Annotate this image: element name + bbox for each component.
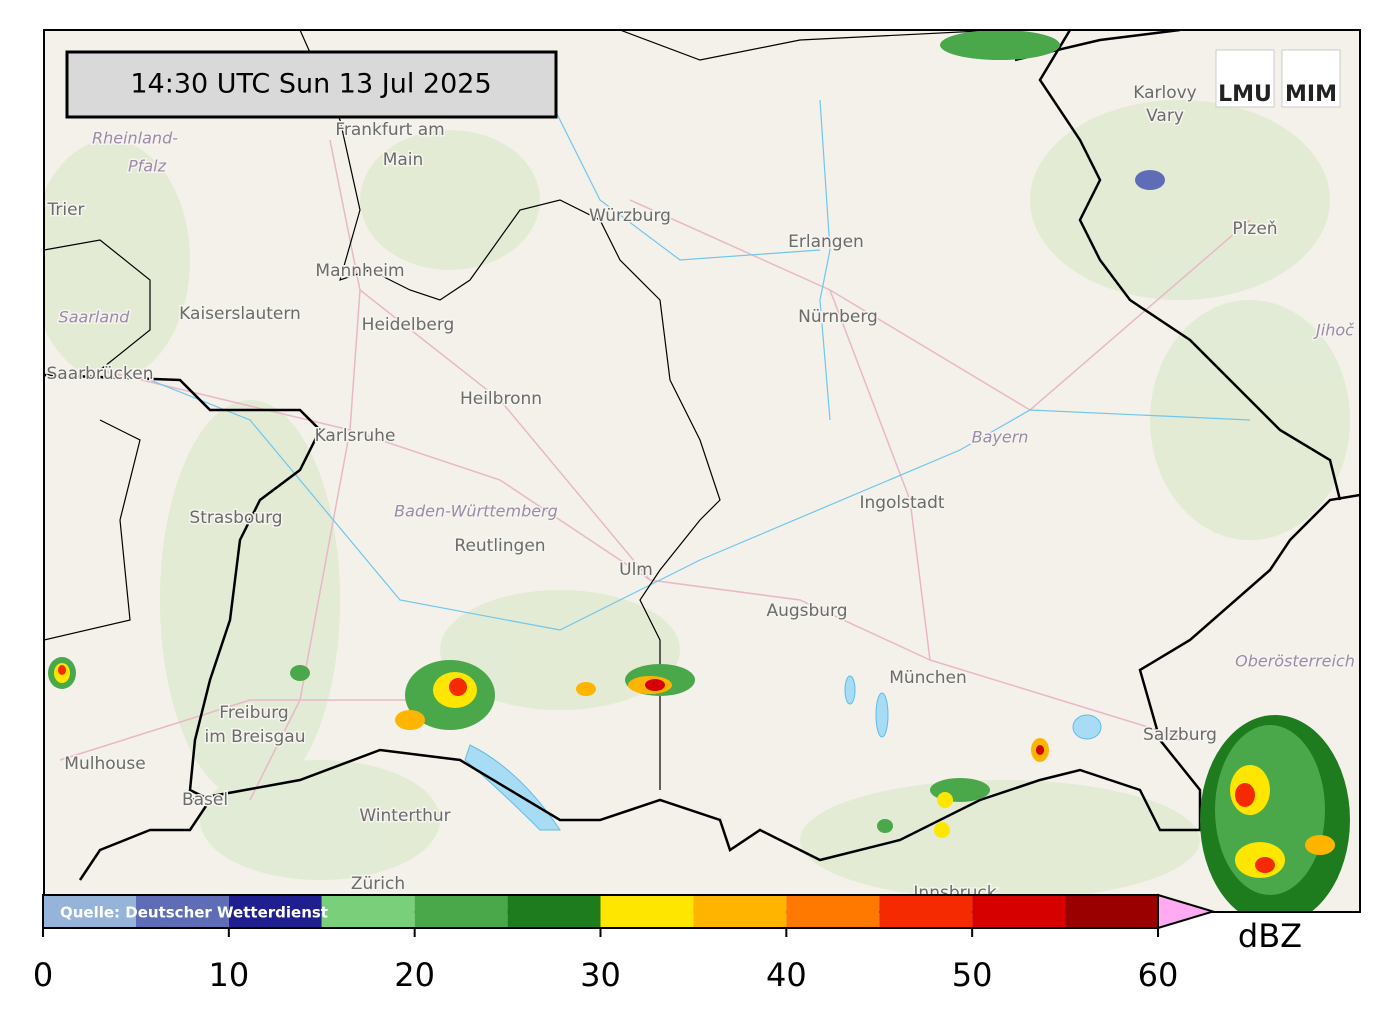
tick-label: 60 xyxy=(1138,956,1179,994)
colorbar-segment xyxy=(43,895,136,928)
radar-echoes xyxy=(48,30,1350,912)
colorbar-label: dBZ xyxy=(1238,917,1302,955)
rivers xyxy=(149,79,1251,631)
tick-label: 40 xyxy=(766,956,807,994)
place-label: Würzburg xyxy=(589,206,671,226)
echo-cell xyxy=(625,664,695,696)
place-label: Bayern xyxy=(972,428,1029,447)
colorbar-segment xyxy=(693,895,787,928)
place-label: Mannheim xyxy=(315,261,404,281)
colorbar-segment xyxy=(507,895,601,928)
logo-box xyxy=(1281,49,1341,108)
place-label: Basel xyxy=(182,790,228,810)
place-label: Zürich xyxy=(351,874,405,894)
place-label: Kaiserslautern xyxy=(179,304,301,324)
colorbar-segment xyxy=(879,895,973,928)
echo-cell xyxy=(1200,715,1350,912)
place-label: im Breisgau xyxy=(205,727,306,747)
place-label: Rheinland- xyxy=(92,129,178,148)
place-label: Baden-Württemberg xyxy=(394,502,558,521)
colorbar-segment xyxy=(972,895,1066,928)
place-label: Ingolstadt xyxy=(859,493,944,513)
roads xyxy=(59,139,1251,801)
tick-label: 50 xyxy=(952,956,993,994)
place-label: Augsburg xyxy=(766,601,847,621)
place-label: Jihoč xyxy=(1313,321,1355,340)
colorbar-segment xyxy=(414,895,508,928)
echo-cell xyxy=(877,819,893,833)
place-label: Heidelberg xyxy=(362,315,455,335)
echo-cell xyxy=(940,30,1060,60)
place-label: Mulhouse xyxy=(64,754,145,774)
place-label: Erlangen xyxy=(788,232,864,252)
tick-label: 10 xyxy=(208,956,249,994)
colorbar-segment xyxy=(321,895,415,928)
place-label: Pfalz xyxy=(128,157,167,176)
echo-cell xyxy=(48,657,76,689)
place-label: Reutlingen xyxy=(454,536,545,556)
place-label: Salzburg xyxy=(1143,725,1217,745)
place-label: Freiburg xyxy=(219,703,288,723)
logo: MIM xyxy=(1285,82,1337,107)
colorbar: 0 10 20 30 40 50 60 xyxy=(33,893,1217,994)
place-label: Vary xyxy=(1146,106,1184,126)
colorbar-segment xyxy=(600,895,694,928)
tick-label: 30 xyxy=(580,956,621,994)
place-label: Heilbronn xyxy=(460,389,542,409)
source-credit: Quelle: Deutscher Wetterdienst xyxy=(60,904,328,922)
timestamp: 14:30 UTC Sun 13 Jul 2025 xyxy=(130,69,491,100)
echo-cell xyxy=(576,682,596,696)
place-label: Karlsruhe xyxy=(315,426,396,446)
place-labels: Frankfurt am Main Rheinland- Pfalz Trier Mann… xyxy=(45,82,1357,905)
colorbar-segment xyxy=(786,895,880,928)
place-label: Ulm xyxy=(619,560,653,580)
place-label: München xyxy=(889,668,967,688)
colorbar-segment xyxy=(228,895,322,928)
echo-cell xyxy=(930,778,990,838)
echo-cell xyxy=(1031,738,1049,762)
echo-cell xyxy=(1135,170,1165,190)
place-label: Trier xyxy=(46,200,84,220)
map: Frankfurt am Main Rheinland- Pfalz Trier Mann… xyxy=(44,30,1360,912)
place-label: Saarland xyxy=(59,308,131,327)
lakes xyxy=(464,675,1102,831)
logo: LMU xyxy=(1218,82,1272,107)
place-label: Main xyxy=(383,150,424,170)
place-label: Nürnberg xyxy=(798,307,878,327)
place-label: Plzeň xyxy=(1232,219,1277,239)
borders xyxy=(44,30,1360,881)
place-label: Frankfurt am xyxy=(335,120,444,140)
tick-label: 20 xyxy=(394,956,435,994)
timestamp-box xyxy=(65,50,558,119)
echo-cell xyxy=(290,665,310,681)
echo-cell xyxy=(395,660,495,730)
place-label: Winterthur xyxy=(359,806,450,826)
tick-label: 0 xyxy=(33,956,53,994)
logo-box xyxy=(1215,49,1275,108)
place-label: Saarbrücken xyxy=(47,364,154,384)
place-label: Strasbourg xyxy=(189,508,282,528)
place-label: Oberösterreich xyxy=(1235,652,1355,671)
colorbar-segment xyxy=(1065,895,1158,928)
colorbar-segment xyxy=(135,895,229,928)
place-label: Karlovy xyxy=(1133,83,1197,103)
